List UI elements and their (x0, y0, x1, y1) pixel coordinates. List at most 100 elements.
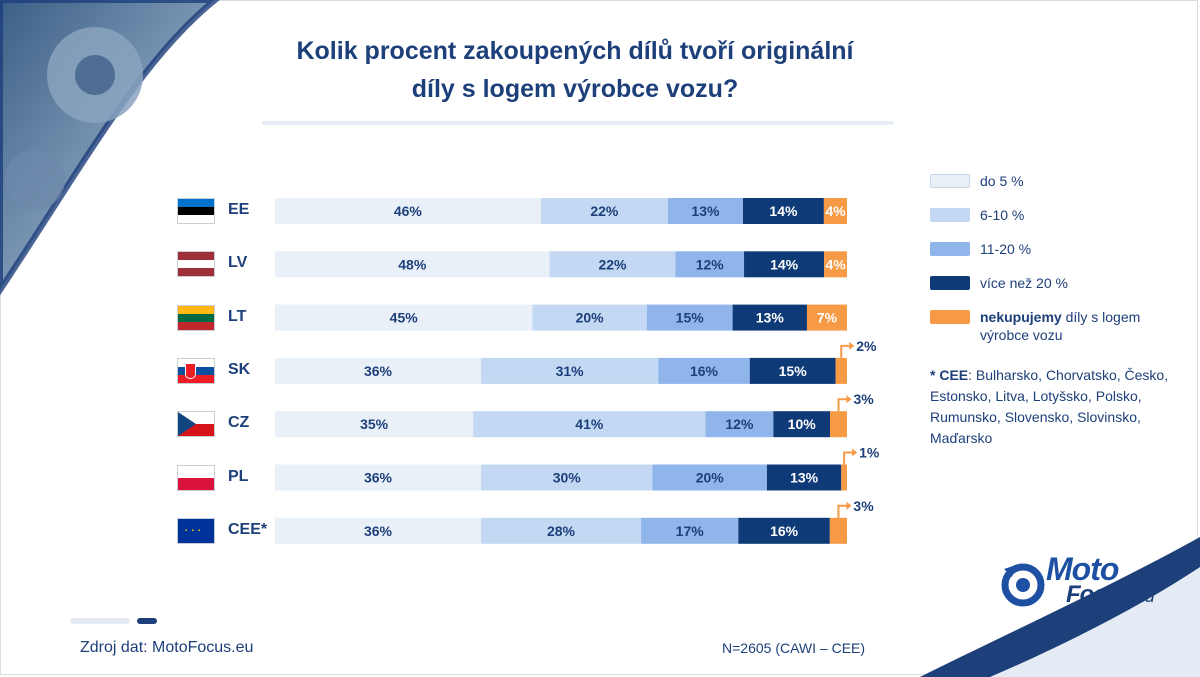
legend-item-p6_10: 6-10 % (930, 204, 1190, 238)
flag-cee-icon: ⋅⋅⋅ (178, 518, 214, 543)
legend-swatch (930, 208, 970, 222)
data-label: 13% (756, 310, 785, 326)
legend-swatch (930, 174, 970, 188)
leader-arrow (849, 341, 855, 350)
row-code: SK (228, 360, 251, 378)
motofocus-logo: Moto Focus.eu (1000, 551, 1180, 615)
bar-segment (705, 411, 774, 438)
bar-segment (641, 517, 739, 544)
bar-segment (480, 357, 659, 384)
bar-segment (667, 198, 743, 224)
bar-segment (652, 464, 767, 491)
chart-title-line2: díly s logem výrobce vozu? (411, 75, 739, 103)
bar-segment (275, 304, 533, 331)
bar-segment (275, 251, 550, 278)
data-label: 35% (360, 416, 389, 432)
bar-segment (480, 464, 653, 491)
leader-arrow (846, 501, 852, 510)
leader-arrow (846, 395, 852, 404)
chart-title-line1: Kolik procent zakoupených dílů tvoří ori… (296, 37, 854, 65)
legend-swatch (930, 310, 970, 324)
bar-segment (275, 517, 481, 544)
bar-segment (743, 198, 824, 224)
legend-item-p11_20: 11-20 % (930, 238, 1190, 272)
row-code: PL (228, 467, 249, 485)
legend-item-none: nekupujemy díly s logem výrobce vozu (930, 306, 1190, 356)
cee-footnote: * CEE: Bulharsko, Chorvatsko, Česko, Est… (930, 365, 1180, 449)
row-label-lv: LV (178, 252, 278, 277)
legend-swatch (930, 242, 970, 256)
bar-segment (773, 411, 831, 438)
data-label: 16% (690, 363, 719, 379)
bar-segment (830, 411, 847, 438)
legend-item-do5: do 5 % (930, 170, 1190, 204)
data-label: 1% (859, 445, 880, 461)
cee-note-head: * CEE (930, 367, 969, 383)
data-label: 36% (364, 363, 393, 379)
data-label: 12% (725, 416, 754, 432)
corner-decoration (920, 537, 1200, 677)
bar-segment (646, 304, 733, 331)
data-label: 10% (788, 416, 817, 432)
data-label: 2% (856, 338, 877, 354)
bar-segment (532, 304, 647, 331)
legend-label: 6-10 % (980, 207, 1025, 223)
row-label-sk: SK (178, 358, 278, 383)
gear-photo-corner (0, 0, 220, 296)
flag-ee-icon (178, 199, 214, 223)
row-code: EE (228, 201, 250, 218)
data-label: 16% (770, 523, 799, 539)
logo-suffix: .eu (1131, 586, 1155, 606)
flag-sk-icon (178, 358, 214, 383)
sample-size-text: N=2605 (CAWI – CEE) (722, 640, 866, 656)
bar-segment (824, 251, 847, 278)
data-label: 45% (390, 310, 419, 326)
data-label: 28% (547, 523, 576, 539)
bar-segment (658, 357, 750, 384)
legend-label: více než 20 % (980, 275, 1068, 291)
row-label-cz: CZ (178, 412, 278, 437)
title-divider (262, 121, 894, 125)
flag-lt-icon (178, 305, 214, 330)
data-label: 30% (553, 470, 582, 486)
logo-focus-word: Focus (1066, 581, 1133, 608)
data-label: 13% (790, 470, 819, 486)
data-label: 46% (394, 203, 423, 219)
bar-segment (540, 198, 668, 224)
row-label-cee: ⋅⋅⋅ CEE* (178, 518, 278, 543)
bar-segment (829, 517, 847, 544)
data-label: 3% (853, 498, 874, 514)
leader-line (837, 504, 847, 518)
data-label: 20% (576, 310, 605, 326)
legend-item-over20: více než 20 % (930, 272, 1190, 306)
source-text: Zdroj dat: MotoFocus.eu (80, 639, 254, 656)
bar-segment (744, 251, 825, 278)
data-label: 7% (817, 310, 838, 326)
row-code: LT (228, 307, 247, 325)
bar-segment (835, 357, 847, 384)
data-label: 17% (676, 523, 705, 539)
bar-segment (675, 251, 745, 278)
flag-lv-icon (178, 252, 214, 277)
bar-segment (749, 357, 836, 384)
bar-segment (275, 198, 541, 224)
bar-segment (473, 411, 706, 438)
leader-line (840, 344, 850, 358)
bar-segment (275, 464, 481, 491)
row-label-ee: EE (178, 199, 278, 223)
data-label: 41% (575, 416, 604, 432)
flag-cz-icon (178, 412, 214, 437)
bar-segment (766, 464, 842, 491)
data-label: 4% (825, 256, 846, 272)
row-label-pl: PL (178, 465, 278, 490)
data-label: 4% (825, 203, 846, 219)
data-label: 20% (696, 470, 725, 486)
data-label: 13% (691, 203, 720, 219)
data-label: 3% (854, 391, 875, 407)
data-label: 22% (590, 203, 619, 219)
bar-segment (738, 517, 830, 544)
bar-segment (275, 411, 474, 438)
legend-swatch (930, 276, 970, 290)
bar-segment (275, 357, 481, 384)
bar-segment (732, 304, 807, 331)
